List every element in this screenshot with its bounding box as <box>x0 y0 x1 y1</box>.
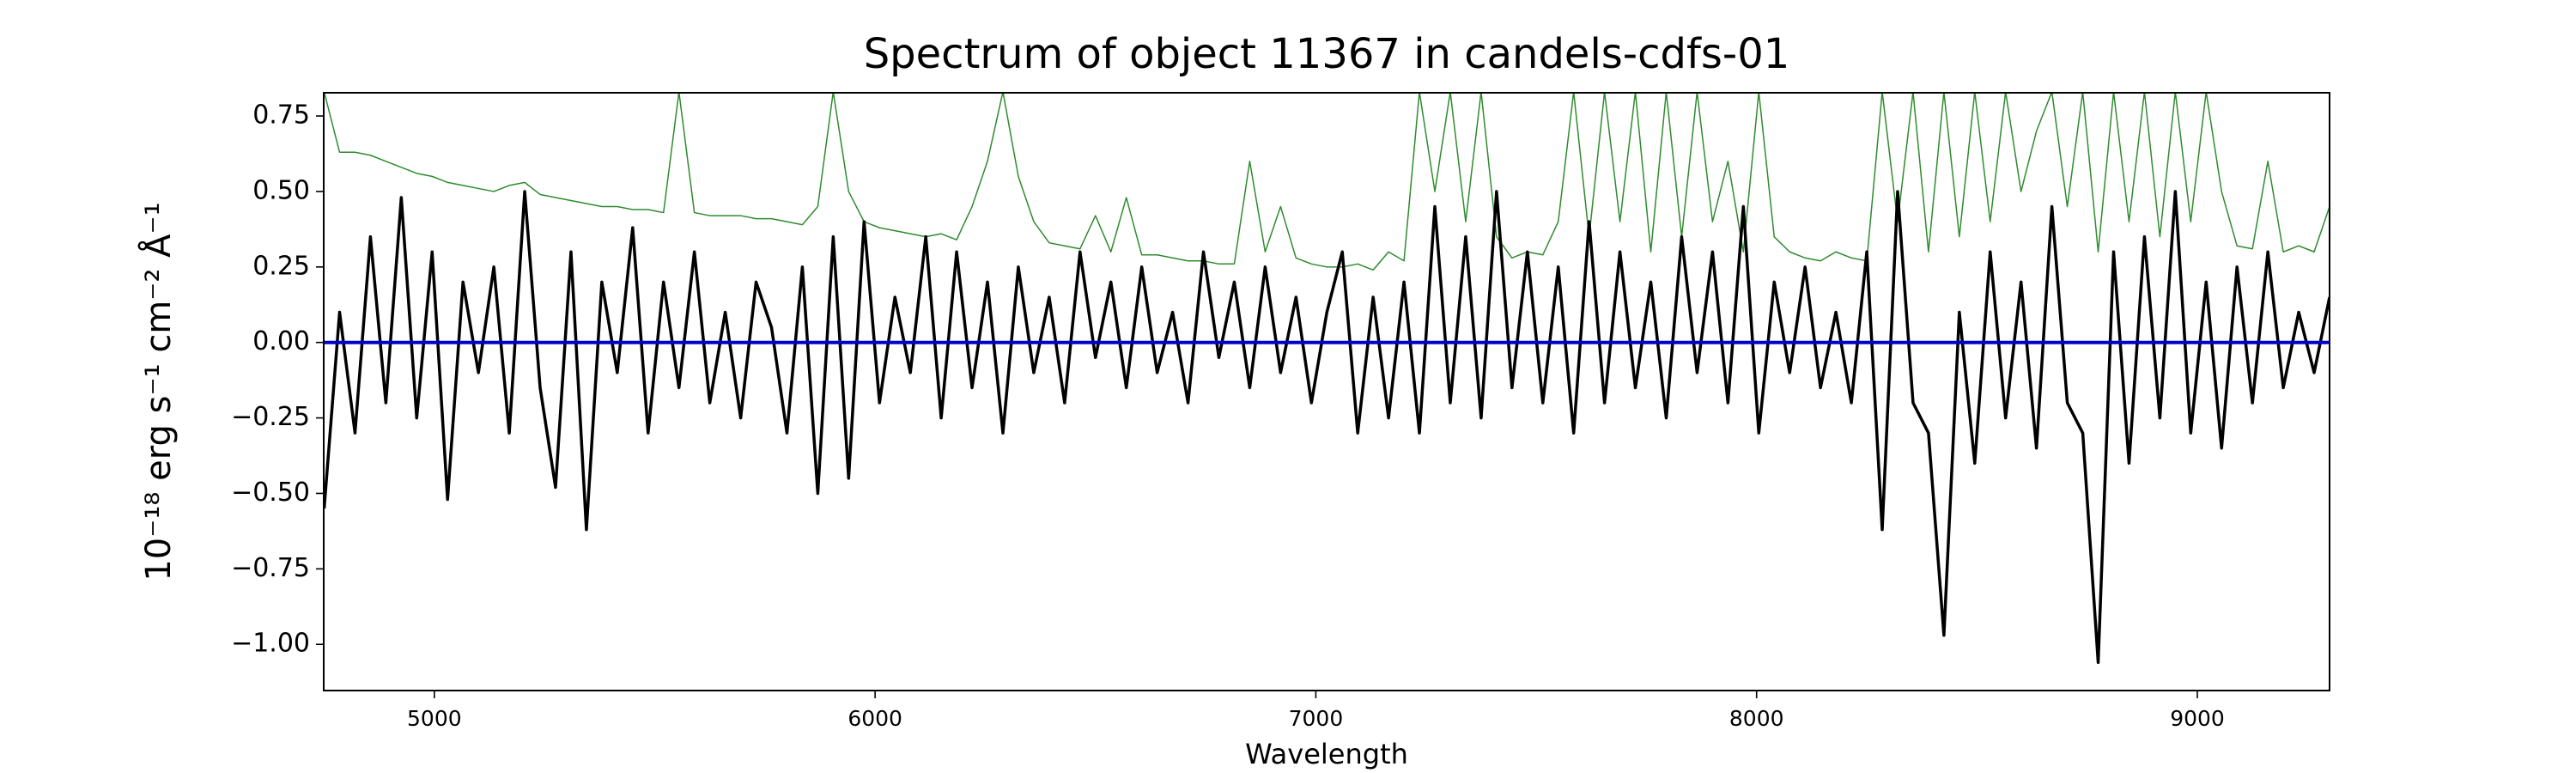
x-tick-label: 5000 <box>407 706 462 731</box>
x-tick-label: 8000 <box>1729 706 1784 731</box>
y-tick-label: −0.75 <box>231 553 310 583</box>
y-tick-label: −1.00 <box>231 629 310 659</box>
spectrum-line <box>324 190 2330 665</box>
y-tick-label: −0.25 <box>231 402 310 432</box>
x-tick-label: 9000 <box>2170 706 2225 731</box>
x-tick-label: 6000 <box>848 706 902 731</box>
x-axis-label: Wavelength <box>1245 738 1408 770</box>
y-tick-label: 0.25 <box>252 251 310 281</box>
x-tick-label: 7000 <box>1289 706 1344 731</box>
spectrum-line <box>324 93 2330 271</box>
plot-area <box>324 93 2330 665</box>
y-tick-label: 0.50 <box>252 175 310 205</box>
y-tick-label: 0.00 <box>252 326 310 356</box>
y-tick-label: −0.50 <box>231 478 310 508</box>
chart-title: Spectrum of object 11367 in candels-cdfs… <box>864 30 1790 78</box>
y-tick-label: 0.75 <box>252 100 310 131</box>
axes-frame <box>323 92 2330 691</box>
y-axis-label: 10⁻¹⁸ erg s⁻¹ cm⁻² Å⁻¹ <box>137 202 179 581</box>
